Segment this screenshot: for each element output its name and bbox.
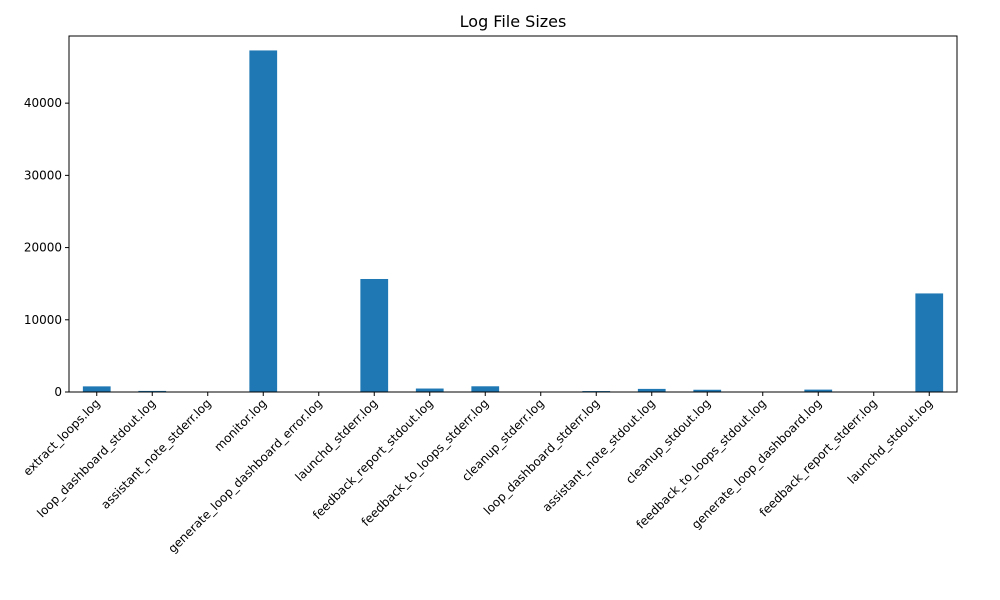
x-tick-label: assistant_note_stdout.log <box>540 396 658 514</box>
x-axis: extract_loops.logloop_dashboard_stdout.l… <box>20 392 935 556</box>
chart-title: Log File Sizes <box>460 12 567 31</box>
y-tick-label: 30000 <box>24 168 62 182</box>
bar-0 <box>82 386 111 392</box>
x-tick-label: feedback_report_stdout.log <box>310 396 436 522</box>
y-axis: 0 10000 20000 30000 40000 <box>24 96 69 399</box>
y-tick-label: 10000 <box>24 313 62 327</box>
x-tick-label: loop_dashboard_stdout.log <box>34 396 158 520</box>
y-tick-label: 40000 <box>24 96 62 110</box>
x-tick-label: loop_dashboard_stderr.log <box>481 396 602 517</box>
bar-11 <box>693 389 722 392</box>
x-tick-label: monitor.log <box>211 396 269 454</box>
bar-1 <box>138 390 167 392</box>
x-tick-label: feedback_report_stderr.log <box>757 396 880 519</box>
y-tick-label: 0 <box>54 385 62 399</box>
bar-13 <box>804 389 833 392</box>
bar-6 <box>415 388 444 392</box>
bar-10 <box>637 388 666 392</box>
y-tick-label: 20000 <box>24 241 62 255</box>
x-tick-label: assistant_note_stderr.log <box>98 396 214 512</box>
bar-3 <box>249 50 278 392</box>
bar-7 <box>471 386 500 392</box>
bar-15 <box>915 293 944 392</box>
plot-frame <box>68 35 958 393</box>
bar-5 <box>360 278 389 392</box>
bars-group <box>82 50 944 392</box>
